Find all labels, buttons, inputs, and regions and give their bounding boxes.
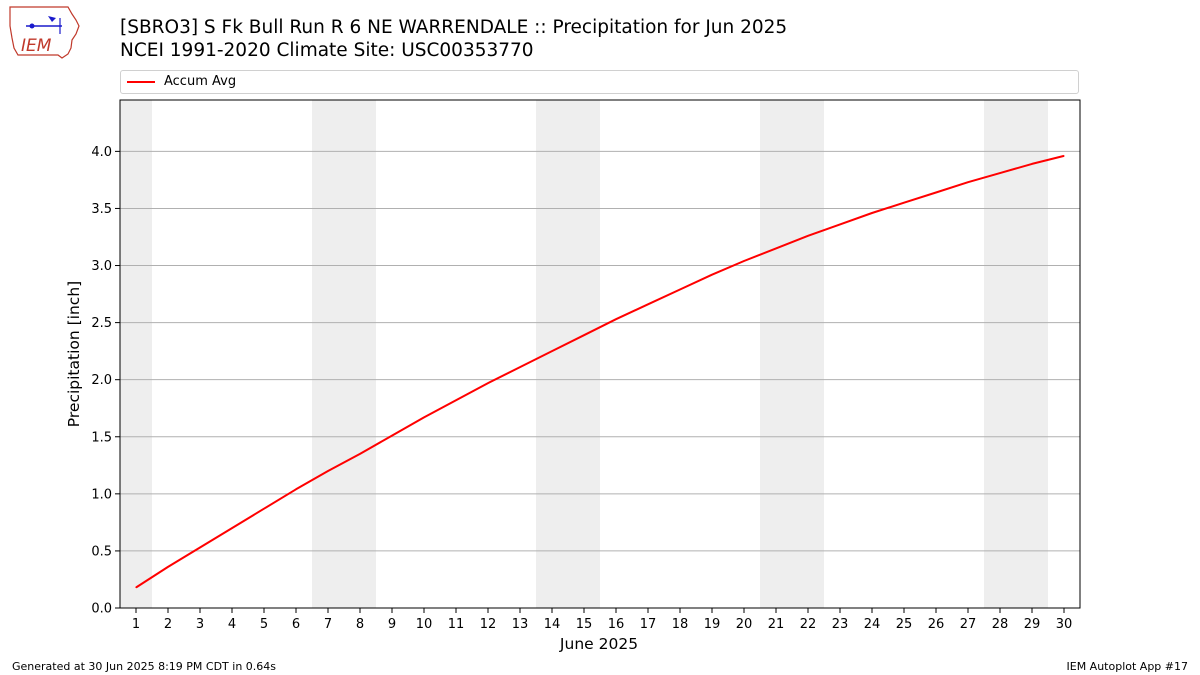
data-point [391,435,393,437]
data-point [327,470,329,472]
weekend-band [760,100,824,608]
x-tick-label: 9 [388,617,396,632]
data-point [999,172,1001,174]
footer-generated: Generated at 30 Jun 2025 8:19 PM CDT in … [12,660,277,673]
x-tick-label: 13 [512,617,529,632]
x-tick-label: 4 [228,617,236,632]
chart-subtitle: NCEI 1991-2020 Climate Site: USC00353770 [120,40,534,61]
data-point [231,527,233,529]
legend: Accum Avg [120,70,1079,94]
data-point [807,235,809,237]
x-tick-label: 2 [164,617,172,632]
data-point [615,318,617,320]
x-tick-label: 12 [480,617,497,632]
legend-label: Accum Avg [164,74,237,89]
y-tick-label: 2.0 [91,373,112,388]
iem-logo: IEM [9,6,80,59]
x-tick-label: 1 [132,617,140,632]
weekend-band [120,100,152,608]
x-axis-label: June 2025 [559,635,638,653]
x-tick-label: 15 [576,617,593,632]
x-tick-label: 6 [292,617,300,632]
data-point [903,202,905,204]
data-point [775,247,777,250]
x-tick-label: 10 [416,617,433,632]
x-tick-label: 23 [832,617,849,632]
y-tick-label: 0.0 [91,602,112,617]
y-tick-label: 3.5 [91,202,112,217]
x-tick-label: 28 [992,617,1009,632]
data-point [679,288,681,291]
data-point [839,223,841,226]
x-tick-label: 11 [448,617,465,632]
data-point [519,366,521,368]
data-point [743,260,745,262]
data-point [647,303,649,305]
plot-frame [119,99,1081,609]
legend-line-swatch [127,81,155,83]
data-point [199,546,201,549]
y-tick-label: 1.5 [91,430,112,445]
x-tick-label: 27 [960,617,977,632]
data-point [295,488,297,490]
x-tick-label: 20 [736,617,753,632]
data-point [551,350,553,352]
x-tick-label: 16 [608,617,625,632]
x-tick-label: 30 [1056,617,1073,632]
data-point [487,382,489,384]
x-tick-label: 21 [768,617,785,632]
y-tick-label: 0.5 [91,544,112,559]
y-tick-label: 1.0 [91,487,112,502]
data-point [711,274,713,276]
station-sensor-icon [29,23,35,29]
data-point [455,399,457,401]
x-tick-label: 5 [260,617,268,632]
x-tick-label: 3 [196,617,204,632]
weekend-band [312,100,376,608]
iowa-outline-icon [9,6,80,59]
y-axis-label: Precipitation [inch] [65,281,83,427]
data-point [583,334,585,336]
data-point [135,586,137,589]
data-point [1063,155,1065,157]
data-point [871,212,873,214]
x-tick-label: 8 [356,617,364,632]
x-tick-label: 14 [544,617,561,632]
chart-title: [SBRO3] S Fk Bull Run R 6 NE WARRENDALE … [120,17,788,38]
data-point [967,181,969,183]
x-tick-label: 17 [640,617,657,632]
x-tick-label: 25 [896,617,913,632]
wind-vane-icon [48,16,56,22]
footer-app: IEM Autoplot App #17 [1066,660,1189,673]
data-point [359,453,361,455]
x-tick-label: 29 [1024,617,1041,632]
x-tick-label: 19 [704,617,721,632]
y-tick-label: 2.5 [91,316,112,331]
x-tick-label: 22 [800,617,817,632]
series-line-accum-avg [135,154,1065,589]
x-tick-label: 7 [324,617,332,632]
data-point [263,508,265,510]
weekend-band [984,100,1048,608]
data-point [1031,163,1033,165]
data-point [167,566,169,568]
data-point [423,416,425,418]
data-point [935,191,937,194]
x-tick-label: 18 [672,617,689,632]
logo-text: IEM [21,36,52,56]
y-tick-label: 3.0 [91,259,112,274]
x-tick-label: 26 [928,617,945,632]
y-tick-label: 4.0 [91,145,112,160]
x-tick-label: 24 [864,617,881,632]
